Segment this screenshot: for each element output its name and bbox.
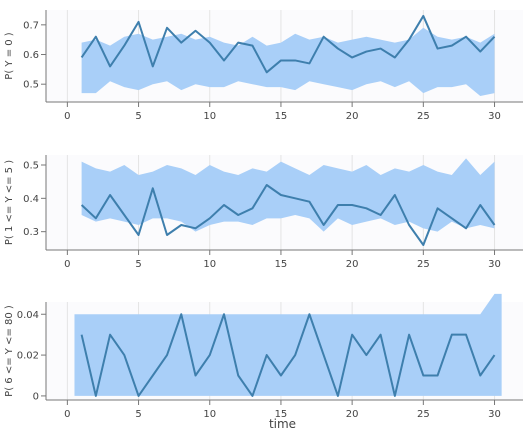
x-tick-label: 5	[135, 111, 141, 122]
x-tick-label: 30	[488, 409, 501, 420]
chart-panel-2: 0 5 10 15 20 25 30 0.3 0.4 0.5 P( 1 <= Y <= 5 )	[4, 155, 523, 270]
y-axis-label: P( 1 <= Y <= 5 )	[4, 160, 15, 245]
x-tick-label: 10	[203, 409, 216, 420]
y-tick-label: 0.3	[23, 227, 39, 238]
y-axis-label: P( 6 <= Y <= 80 )	[4, 305, 15, 397]
y-tick-label: 0.04	[17, 310, 39, 321]
x-tick-label: 0	[64, 259, 70, 270]
x-tick-label: 5	[135, 409, 141, 420]
y-tick-label: 0.5	[23, 80, 39, 91]
chart-panel-1: 0 5 10 15 20 25 30 0.5 0.6 0.7 P( Y = 0 )	[4, 10, 523, 122]
y-tick-label: 0.7	[23, 20, 39, 31]
series-line	[80, 14, 496, 74]
chart-panel-3: 0 5 10 15 20 25 30 0 0.02 0.04P( 6 <= Y <= 80 ) ti…	[4, 293, 523, 431]
confidence-band	[81, 158, 495, 232]
x-tick-label: 10	[203, 259, 216, 270]
x-tick-label: 25	[417, 111, 430, 122]
x-tick-label: 15	[275, 259, 288, 270]
y-tick-label: 0.6	[23, 50, 39, 61]
y-tick-label: 0	[33, 391, 39, 402]
x-tick-label: 20	[346, 111, 359, 122]
x-tick-label: 15	[275, 111, 288, 122]
y-axis-label: P( Y = 0 )	[4, 32, 15, 79]
x-tick-label: 10	[203, 111, 216, 122]
x-tick-label: 25	[417, 259, 430, 270]
x-tick-label: 0	[64, 409, 70, 420]
series-line	[80, 313, 496, 397]
x-tick-label: 20	[346, 409, 359, 420]
series-line	[80, 184, 496, 246]
x-tick-label: 15	[275, 409, 288, 420]
confidence-band	[74, 293, 502, 396]
x-tick-label: 30	[488, 111, 501, 122]
x-tick-label: 25	[417, 409, 430, 420]
x-tick-label: 0	[64, 111, 70, 122]
y-tick-label: 0.02	[17, 351, 39, 362]
y-tick-label: 0.5	[23, 161, 39, 172]
y-tick-label: 0.4	[23, 194, 39, 205]
confidence-band	[81, 27, 495, 97]
x-tick-label: 20	[346, 259, 359, 270]
x-axis-label: time	[269, 417, 296, 431]
x-tick-label: 30	[488, 259, 501, 270]
x-tick-label: 5	[135, 259, 141, 270]
